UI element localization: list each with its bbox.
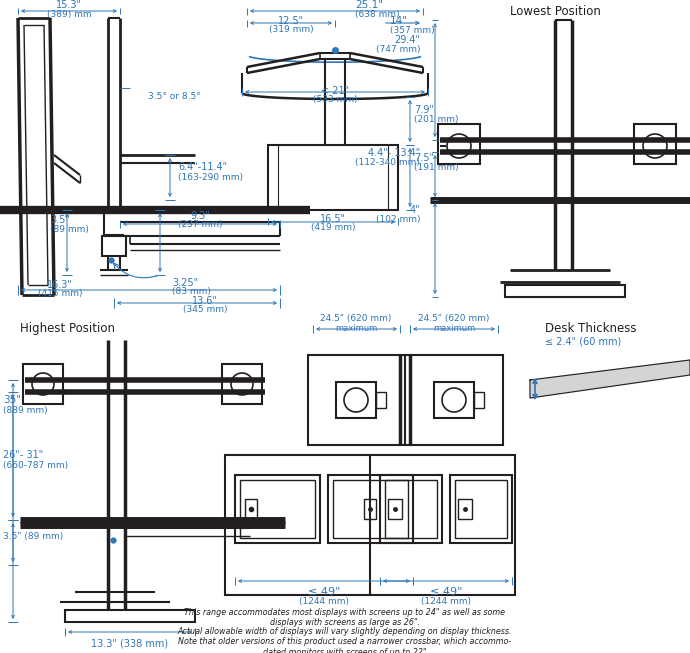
Text: (660-787 mm): (660-787 mm)	[3, 461, 68, 470]
Bar	[328, 475, 413, 543]
Text: maximum: maximum	[335, 324, 377, 333]
Bar	[65, 610, 195, 622]
Text: 7.5": 7.5"	[414, 153, 434, 163]
Text: This range accommodates most displays with screens up to 24" as well as some
dis: This range accommodates most displays wi…	[184, 608, 506, 628]
Text: Desk Thickness: Desk Thickness	[545, 322, 636, 335]
Bar	[380, 475, 442, 543]
Bar	[336, 382, 376, 418]
Bar	[268, 145, 398, 210]
Bar	[364, 499, 376, 519]
Bar	[23, 364, 63, 404]
Text: 9.3": 9.3"	[190, 211, 210, 221]
Text: (237 mm): (237 mm)	[178, 220, 222, 229]
Text: ≤ 2.4" (60 mm): ≤ 2.4" (60 mm)	[545, 336, 621, 346]
Text: 12.5": 12.5"	[278, 16, 304, 26]
Bar	[438, 124, 480, 164]
Text: 29.4": 29.4"	[394, 35, 420, 45]
Text: (357 mm): (357 mm)	[390, 26, 435, 35]
Bar	[235, 475, 320, 543]
Bar	[474, 392, 484, 408]
Text: 4": 4"	[409, 205, 420, 215]
Text: (89 mm): (89 mm)	[50, 225, 89, 234]
Text: (345 mm): (345 mm)	[183, 305, 227, 314]
Bar	[455, 480, 507, 538]
Text: (389) mm: (389) mm	[47, 10, 91, 19]
Text: 15.3": 15.3"	[56, 0, 82, 10]
Polygon shape	[530, 360, 690, 398]
Text: 16.3": 16.3"	[47, 280, 73, 290]
Text: 6.4"-11.4": 6.4"-11.4"	[178, 162, 227, 172]
Text: (191 mm): (191 mm)	[414, 163, 459, 172]
Text: ≤ 49": ≤ 49"	[430, 587, 462, 597]
Bar	[388, 499, 402, 519]
Text: 13.6": 13.6"	[192, 296, 218, 306]
Bar	[245, 499, 257, 519]
Bar	[240, 480, 315, 538]
Text: (419 mm): (419 mm)	[310, 223, 355, 232]
Text: 26"- 31": 26"- 31"	[3, 450, 43, 460]
Text: (163-290 mm): (163-290 mm)	[178, 173, 243, 182]
Text: Lowest Position: Lowest Position	[510, 5, 601, 18]
Text: maximum: maximum	[433, 324, 475, 333]
Bar	[222, 364, 262, 404]
Text: (638 mm): (638 mm)	[355, 10, 400, 19]
Text: (201 mm): (201 mm)	[414, 115, 458, 124]
Text: (1244 mm): (1244 mm)	[299, 597, 349, 606]
Text: 3.5" (89 mm): 3.5" (89 mm)	[3, 532, 63, 541]
Text: < 21": < 21"	[321, 86, 349, 96]
Text: ≤ 49": ≤ 49"	[308, 587, 340, 597]
Bar	[376, 392, 386, 408]
Text: (889 mm): (889 mm)	[3, 406, 48, 415]
Bar	[333, 480, 408, 538]
Text: 24.5" (620 mm): 24.5" (620 mm)	[320, 314, 392, 323]
Text: 3.5": 3.5"	[50, 215, 70, 225]
Bar	[225, 455, 515, 595]
Text: 4.4"- 13.4": 4.4"- 13.4"	[368, 148, 420, 158]
Text: 13.3" (338 mm): 13.3" (338 mm)	[92, 638, 168, 648]
Text: 3.25": 3.25"	[172, 278, 198, 288]
Bar	[434, 382, 474, 418]
Bar	[458, 499, 472, 519]
Text: 25.1": 25.1"	[355, 0, 383, 10]
Text: 7.9": 7.9"	[414, 105, 434, 115]
Bar	[308, 355, 503, 445]
Text: 3.5° or 8.5°: 3.5° or 8.5°	[148, 92, 201, 101]
Text: (533 mm): (533 mm)	[313, 95, 357, 104]
Text: 16.5": 16.5"	[320, 214, 346, 224]
Text: Actual allowable width of displays will vary slightly depending on display thick: Actual allowable width of displays will …	[178, 627, 512, 653]
Text: (319 mm): (319 mm)	[268, 25, 313, 34]
Bar	[634, 124, 676, 164]
Bar	[505, 285, 625, 297]
Text: (112-340 mm): (112-340 mm)	[355, 158, 420, 167]
Text: (102 mm): (102 mm)	[375, 215, 420, 224]
Bar	[385, 480, 437, 538]
Text: 14": 14"	[390, 16, 408, 26]
Text: 35": 35"	[3, 395, 21, 405]
Text: (747 mm): (747 mm)	[375, 45, 420, 54]
Text: (415 mm): (415 mm)	[38, 289, 82, 298]
Text: (1244 mm): (1244 mm)	[421, 597, 471, 606]
Text: Highest Position: Highest Position	[20, 322, 115, 335]
Bar	[450, 475, 512, 543]
Bar	[102, 236, 126, 256]
Text: (83 mm): (83 mm)	[172, 287, 211, 296]
Text: 24.5" (620 mm): 24.5" (620 mm)	[418, 314, 490, 323]
